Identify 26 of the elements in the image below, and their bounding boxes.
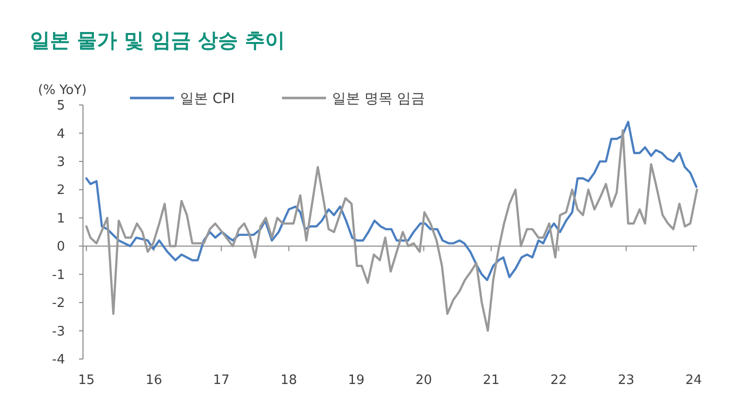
line-series <box>85 129 698 332</box>
y-axis-title: (% YoY) <box>38 83 87 98</box>
y-tick-label: 0 <box>56 240 65 255</box>
x-tick-label: 23 <box>618 373 634 388</box>
y-tick-label: -2 <box>52 296 65 312</box>
y-tick-label: 3 <box>56 154 65 170</box>
y-tick-label: 4 <box>56 126 65 142</box>
y-tick-label: 2 <box>56 183 65 198</box>
legend-label: 일본 CPI <box>180 90 235 107</box>
x-tick-label: 19 <box>348 373 365 388</box>
x-tick-label: 18 <box>280 373 298 388</box>
x-tick-label: 21 <box>482 373 500 388</box>
x-tick-label: 22 <box>550 373 567 388</box>
y-tick-label: -4 <box>52 352 65 368</box>
y-tick-label: 1 <box>56 211 65 226</box>
x-tick-label: 24 <box>685 373 702 388</box>
y-tick-label: -3 <box>52 324 65 340</box>
chart-title: 일본 물가 및 임금 상승 추이 <box>30 28 285 52</box>
x-tick-label: 16 <box>146 373 162 388</box>
legend-label: 일본 명목 임금 <box>332 90 425 107</box>
x-tick-label: 15 <box>78 373 95 388</box>
x-tick-label: 20 <box>415 373 432 388</box>
x-tick-label: 17 <box>213 373 230 388</box>
y-tick-label: -1 <box>52 268 65 283</box>
y-tick-label: 5 <box>56 98 65 114</box>
line-series <box>85 120 698 282</box>
